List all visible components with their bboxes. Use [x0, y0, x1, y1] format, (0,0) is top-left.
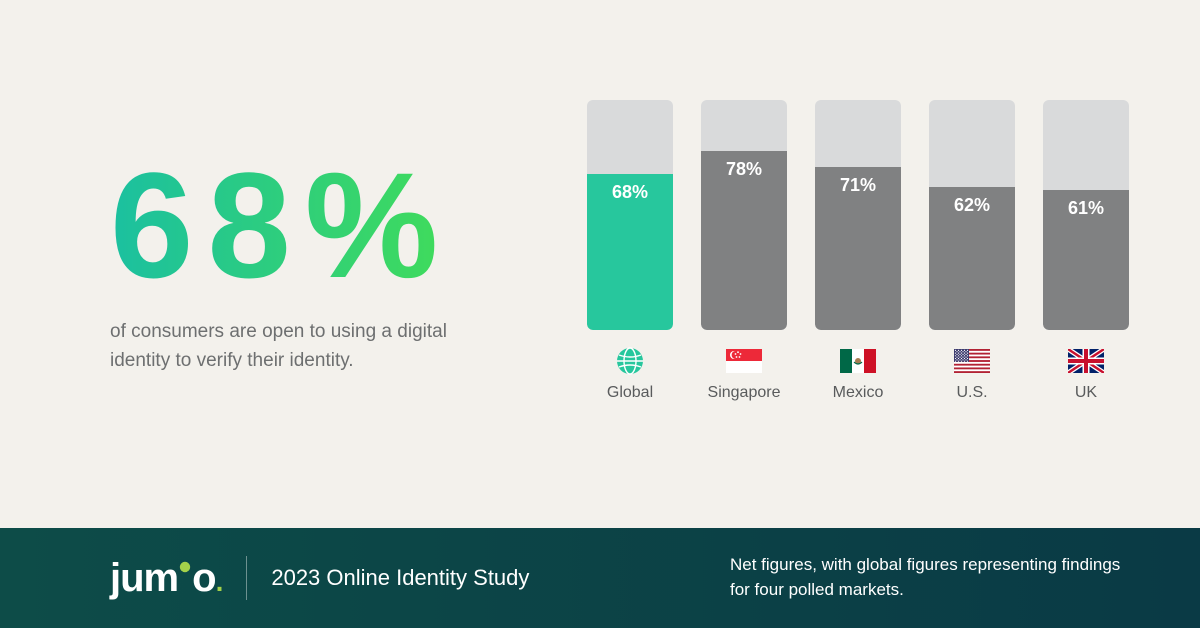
footnote-text: Net figures, with global figures represe… — [730, 553, 1140, 602]
flag-uk-icon — [1067, 348, 1105, 374]
flag-mx-icon — [839, 348, 877, 374]
logo-text-part1: jum — [110, 556, 178, 601]
logo-period-icon: . — [216, 566, 223, 598]
headline-percentage: 68% — [110, 150, 530, 300]
bar-track-singapore: 78% — [701, 100, 787, 330]
logo-text-part2: o — [192, 556, 215, 601]
bar-track-mexico: 71% — [815, 100, 901, 330]
bar-mexico: 71% Mexico — [813, 100, 903, 402]
footer-bar: jumo. 2023 Online Identity Study Net fig… — [0, 528, 1200, 628]
bar-category-label-uk: UK — [1075, 384, 1097, 402]
bar-track-global: 68% — [587, 100, 673, 330]
infographic-canvas: 68% of consumers are open to using a dig… — [0, 0, 1200, 628]
bar-category-label-global: Global — [607, 384, 653, 402]
bar-us: 62% U.S. — [927, 100, 1017, 402]
headline-description: of consumers are open to using a digital… — [110, 318, 510, 375]
bar-value-label-global: 68% — [587, 182, 673, 203]
bar-category-label-mexico: Mexico — [833, 384, 884, 402]
bar-track-us: 62% — [929, 100, 1015, 330]
bar-uk: 61% UK — [1041, 100, 1131, 402]
study-title: 2023 Online Identity Study — [271, 565, 529, 591]
footer-divider — [246, 556, 247, 600]
flag-sg-icon — [725, 348, 763, 374]
bar-value-label-mexico: 71% — [815, 175, 901, 196]
bar-chart: 68% Global 78% Singapore 71% Mexico 62% U.S… — [585, 100, 1131, 402]
bar-value-label-us: 62% — [929, 195, 1015, 216]
bar-global: 68% Global — [585, 100, 675, 402]
logo-dot-icon — [178, 556, 192, 601]
flag-us-icon — [953, 348, 991, 374]
bar-value-label-uk: 61% — [1043, 198, 1129, 219]
jumio-logo: jumo. — [110, 556, 222, 601]
main-area: 68% of consumers are open to using a dig… — [0, 0, 1200, 528]
bar-category-label-us: U.S. — [956, 384, 987, 402]
bar-singapore: 78% Singapore — [699, 100, 789, 402]
bar-value-label-singapore: 78% — [701, 159, 787, 180]
bar-track-uk: 61% — [1043, 100, 1129, 330]
globe-icon — [611, 348, 649, 374]
bar-category-label-singapore: Singapore — [708, 384, 781, 402]
headline-block: 68% of consumers are open to using a dig… — [110, 150, 530, 375]
